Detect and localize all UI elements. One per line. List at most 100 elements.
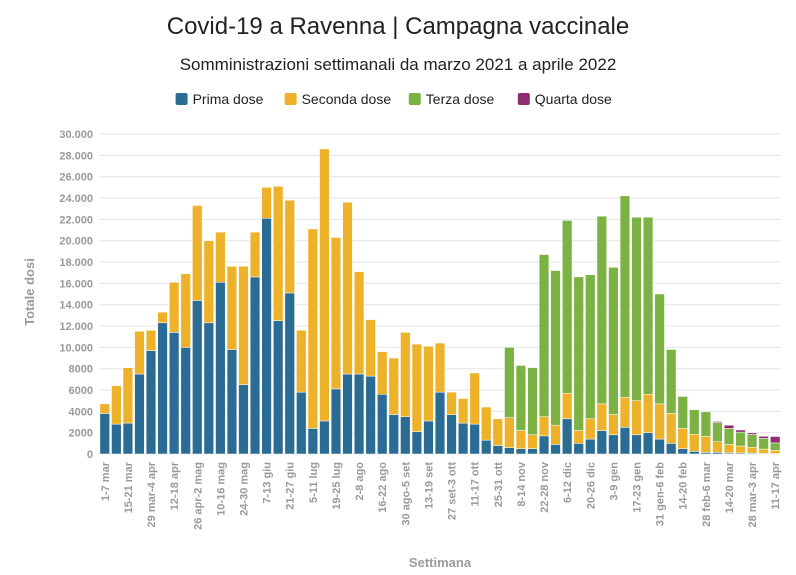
bar-prima-dose[interactable] (111, 423, 122, 455)
bar-seconda-dose[interactable] (770, 450, 781, 454)
bar-terza-dose[interactable] (504, 347, 515, 418)
bar-prima-dose[interactable] (145, 350, 157, 455)
bar-terza-dose[interactable] (538, 254, 550, 417)
bar-seconda-dose[interactable] (307, 228, 318, 429)
bar-quarta-dose[interactable] (758, 436, 769, 439)
bar-seconda-dose[interactable] (388, 357, 399, 415)
bar-prima-dose[interactable] (169, 332, 180, 455)
bar-seconda-dose[interactable] (238, 266, 249, 385)
bar-prima-dose[interactable] (492, 445, 503, 455)
bar-quarta-dose[interactable] (723, 424, 735, 429)
legend-label[interactable]: Quarta dose (535, 91, 612, 107)
legend-swatch[interactable] (284, 93, 297, 105)
bar-seconda-dose[interactable] (504, 417, 515, 448)
bar-prima-dose[interactable] (99, 413, 110, 455)
legend-label[interactable]: Terza dose (426, 91, 495, 107)
bar-seconda-dose[interactable] (677, 428, 688, 449)
bar-seconda-dose[interactable] (342, 202, 353, 375)
bar-seconda-dose[interactable] (538, 416, 550, 437)
bar-seconda-dose[interactable] (723, 444, 735, 454)
bar-prima-dose[interactable] (342, 373, 353, 455)
bar-prima-dose[interactable] (458, 422, 469, 455)
bar-seconda-dose[interactable] (746, 447, 758, 454)
bar-seconda-dose[interactable] (273, 186, 284, 321)
bar-seconda-dose[interactable] (469, 372, 480, 425)
bar-seconda-dose[interactable] (515, 430, 527, 449)
bar-terza-dose[interactable] (596, 215, 607, 405)
bar-terza-dose[interactable] (619, 195, 631, 398)
bar-prima-dose[interactable] (631, 434, 642, 455)
bar-seconda-dose[interactable] (284, 199, 295, 294)
bar-quarta-dose[interactable] (712, 421, 723, 423)
bar-prima-dose[interactable] (377, 394, 388, 455)
bar-terza-dose[interactable] (746, 434, 758, 448)
bar-terza-dose[interactable] (608, 267, 619, 415)
bar-seconda-dose[interactable] (319, 148, 330, 422)
legend-swatch[interactable] (408, 93, 421, 105)
bar-seconda-dose[interactable] (573, 430, 584, 444)
bar-terza-dose[interactable] (712, 422, 723, 442)
bar-seconda-dose[interactable] (527, 434, 538, 449)
bar-seconda-dose[interactable] (712, 441, 723, 453)
bar-prima-dose[interactable] (388, 414, 399, 455)
bar-seconda-dose[interactable] (735, 445, 746, 454)
bar-seconda-dose[interactable] (434, 342, 446, 393)
bar-prima-dose[interactable] (596, 430, 607, 455)
bar-terza-dose[interactable] (585, 274, 596, 420)
bar-seconda-dose[interactable] (330, 237, 342, 390)
bar-terza-dose[interactable] (631, 216, 642, 401)
bar-seconda-dose[interactable] (249, 231, 261, 278)
bar-seconda-dose[interactable] (400, 332, 411, 417)
bar-prima-dose[interactable] (469, 423, 480, 455)
bar-prima-dose[interactable] (689, 451, 700, 455)
bar-prima-dose[interactable] (446, 414, 457, 455)
bar-seconda-dose[interactable] (169, 282, 180, 333)
bar-seconda-dose[interactable] (99, 403, 110, 414)
bar-prima-dose[interactable] (319, 420, 330, 455)
bar-seconda-dose[interactable] (700, 436, 711, 453)
bar-prima-dose[interactable] (273, 320, 284, 455)
bar-prima-dose[interactable] (573, 443, 584, 455)
bar-seconda-dose[interactable] (631, 400, 642, 436)
legend-swatch[interactable] (175, 93, 188, 105)
bar-prima-dose[interactable] (157, 322, 168, 455)
bar-seconda-dose[interactable] (226, 266, 238, 350)
bar-seconda-dose[interactable] (550, 424, 561, 445)
bar-seconda-dose[interactable] (296, 330, 307, 393)
bar-prima-dose[interactable] (504, 447, 515, 455)
bar-seconda-dose[interactable] (145, 330, 157, 351)
bar-seconda-dose[interactable] (608, 414, 619, 436)
bar-terza-dose[interactable] (735, 431, 746, 447)
bar-seconda-dose[interactable] (596, 403, 607, 431)
bar-prima-dose[interactable] (134, 373, 145, 455)
bar-seconda-dose[interactable] (481, 406, 492, 441)
bar-quarta-dose[interactable] (770, 436, 781, 444)
bar-prima-dose[interactable] (411, 431, 422, 455)
bar-seconda-dose[interactable] (215, 231, 226, 283)
bar-terza-dose[interactable] (515, 365, 527, 431)
bar-terza-dose[interactable] (689, 409, 700, 435)
bar-terza-dose[interactable] (573, 276, 584, 431)
bar-prima-dose[interactable] (585, 438, 596, 455)
bar-seconda-dose[interactable] (203, 240, 214, 324)
bar-prima-dose[interactable] (249, 276, 261, 455)
bar-prima-dose[interactable] (296, 391, 307, 455)
bar-seconda-dose[interactable] (458, 398, 469, 424)
bar-prima-dose[interactable] (677, 448, 688, 455)
bar-prima-dose[interactable] (365, 375, 376, 455)
bar-seconda-dose[interactable] (377, 351, 388, 395)
bar-seconda-dose[interactable] (157, 311, 168, 324)
bar-prima-dose[interactable] (122, 422, 134, 455)
bar-prima-dose[interactable] (666, 443, 677, 455)
bar-seconda-dose[interactable] (353, 271, 365, 375)
bar-seconda-dose[interactable] (180, 273, 191, 348)
bar-prima-dose[interactable] (284, 292, 295, 455)
bar-seconda-dose[interactable] (619, 397, 631, 428)
bar-seconda-dose[interactable] (666, 413, 677, 444)
bar-prima-dose[interactable] (654, 438, 665, 455)
bar-prima-dose[interactable] (400, 416, 411, 455)
bar-prima-dose[interactable] (330, 388, 342, 455)
bar-terza-dose[interactable] (677, 396, 688, 429)
bar-seconda-dose[interactable] (642, 394, 654, 433)
bar-prima-dose[interactable] (203, 322, 214, 455)
